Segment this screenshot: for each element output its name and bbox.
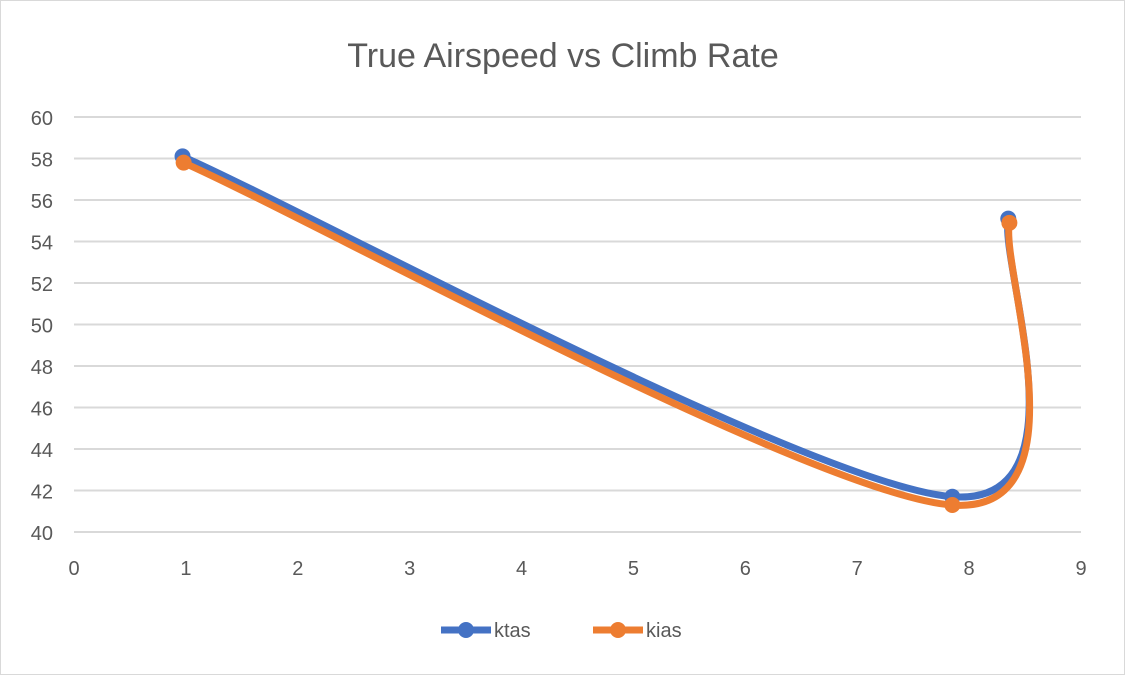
series-line-ktas (179, 152, 1033, 501)
data-point-kias (175, 154, 192, 171)
y-tick-label: 58 (31, 150, 53, 172)
x-tick-label: 5 (628, 558, 639, 580)
legend-marker-kias (610, 622, 626, 638)
x-tick-label: 6 (740, 558, 751, 580)
data-point-kias (944, 497, 961, 514)
y-tick-label: 56 (31, 191, 53, 213)
x-tick-label: 2 (292, 558, 303, 580)
x-tick-label: 8 (964, 558, 975, 580)
x-tick-label: 4 (516, 558, 527, 580)
x-tick-label: 7 (852, 558, 863, 580)
legend-marker-ktas (458, 622, 474, 638)
data-point-kias (1001, 214, 1018, 231)
x-tick-label: 9 (1075, 558, 1086, 580)
series-line-kias (180, 159, 1034, 509)
x-tick-label: 3 (404, 558, 415, 580)
y-tick-label: 48 (31, 357, 53, 379)
y-tick-label: 40 (31, 523, 53, 545)
y-tick-label: 60 (31, 108, 53, 130)
y-tick-label: 50 (31, 316, 53, 338)
x-tick-label: 1 (180, 558, 191, 580)
x-tick-label: 0 (68, 558, 79, 580)
y-tick-label: 46 (31, 399, 53, 421)
legend-label-kias: kias (646, 620, 682, 642)
legend-label-ktas: ktas (494, 620, 531, 642)
y-tick-label: 54 (31, 233, 53, 255)
y-tick-label: 42 (31, 482, 53, 504)
chart-title: True Airspeed vs Climb Rate (347, 37, 778, 75)
y-tick-label: 52 (31, 274, 53, 296)
y-tick-label: 44 (31, 440, 53, 462)
